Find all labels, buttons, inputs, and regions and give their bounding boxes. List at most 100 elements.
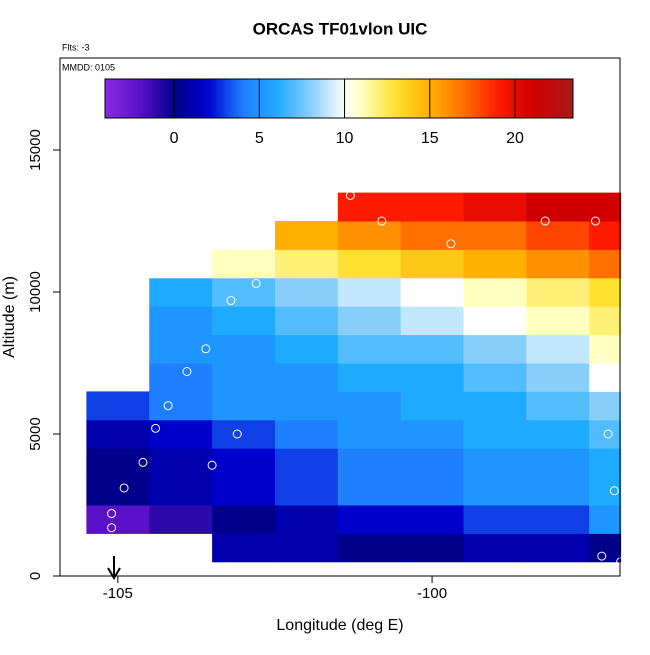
heat-cell [86, 448, 150, 478]
heat-cell [463, 306, 527, 336]
heat-cell [589, 277, 622, 307]
point [151, 423, 161, 433]
y-tick-label: 5000 [27, 417, 44, 450]
colorbar-tick-label: 0 [170, 130, 179, 147]
point [207, 460, 217, 470]
heat-cell [274, 249, 339, 279]
heat-cell [274, 505, 339, 534]
heat-cell [212, 249, 276, 279]
heat-cell [400, 533, 465, 563]
heat-cell [86, 505, 150, 534]
point [226, 296, 236, 306]
heat-cell [526, 391, 590, 421]
heat-cell [526, 277, 590, 307]
point [163, 401, 173, 411]
point [597, 352, 607, 362]
heat-cell [526, 476, 590, 506]
heat-cell [149, 448, 213, 478]
heat-cell [463, 334, 527, 364]
heat-cell [463, 221, 527, 250]
heat-cell [149, 505, 213, 534]
heat-cell [463, 391, 527, 421]
heat-cell [212, 306, 276, 336]
chart-title: ORCAS TF01vlon UIC [253, 19, 428, 38]
heat-cell [212, 277, 276, 307]
point [107, 523, 117, 533]
heat-cell [400, 334, 465, 364]
annotation: MMDD: 0105 [62, 62, 115, 72]
point [345, 190, 355, 200]
heat-cell [274, 306, 339, 336]
heat-cell [212, 391, 276, 421]
colorbar-tick-label: 10 [336, 130, 354, 147]
heat-cell [400, 419, 465, 449]
heat-cell [149, 249, 213, 279]
heat-cell [337, 505, 402, 534]
y-axis-label: Altitude (m) [1, 276, 18, 358]
heat-cell [337, 192, 402, 222]
heat-cell [589, 306, 622, 336]
heat-cell [274, 221, 339, 250]
heat-cell [274, 391, 339, 421]
colorbar [104, 78, 574, 119]
heat-cell [463, 192, 527, 222]
y-tick-label: 15000 [27, 129, 44, 171]
arrow [107, 556, 121, 580]
point [232, 429, 242, 439]
heat-cell [589, 391, 622, 421]
point [201, 344, 211, 354]
heat-cell [86, 391, 150, 421]
point [251, 278, 261, 288]
heat-cell [526, 448, 590, 478]
heat-cell [526, 334, 590, 364]
heat-cell [212, 505, 276, 534]
heat-cell [337, 249, 402, 279]
heat-cell [337, 419, 402, 449]
heat-cell [463, 448, 527, 478]
heat-cell [337, 448, 402, 478]
heat-cell [149, 277, 213, 307]
heat-cell [400, 192, 465, 222]
heat-cell [526, 533, 590, 563]
heat-cell [526, 221, 590, 250]
heat-cell [274, 476, 339, 506]
heat-cell [274, 533, 339, 563]
point [377, 216, 387, 226]
heat-cell [337, 221, 402, 250]
heat-cell [400, 476, 465, 506]
heat-cell [149, 363, 213, 392]
heat-cell [212, 419, 276, 449]
heat-cell [589, 221, 622, 250]
heat-cell [274, 334, 339, 364]
heat-cell [463, 249, 527, 279]
heat-cell [337, 533, 402, 563]
subtitle: Flts: -3 [62, 42, 90, 52]
heat-cell [337, 334, 402, 364]
heat-cell [337, 476, 402, 506]
heat-cell [463, 419, 527, 449]
heat-cell [463, 505, 527, 534]
heat-cell [526, 363, 590, 392]
point [597, 551, 607, 561]
heat-cell [274, 448, 339, 478]
heat-cell [589, 448, 622, 478]
heat-cell [463, 363, 527, 392]
heat-cell [149, 306, 213, 336]
point [138, 457, 148, 467]
heat-cell [212, 334, 276, 364]
heat-cell [149, 419, 213, 449]
heat-cell [589, 363, 622, 392]
heat-cell [589, 476, 622, 506]
heatmap [86, 192, 622, 563]
heat-cell [526, 419, 590, 449]
point [107, 509, 117, 519]
heat-cell [400, 306, 465, 336]
heat-cell [149, 334, 213, 364]
heat-cell [589, 249, 622, 279]
heat-cell [86, 476, 150, 506]
colorbar-tick-label: 20 [506, 130, 524, 147]
heat-cell [526, 306, 590, 336]
x-tick-label: -105 [103, 585, 133, 602]
heat-cell [589, 505, 622, 534]
